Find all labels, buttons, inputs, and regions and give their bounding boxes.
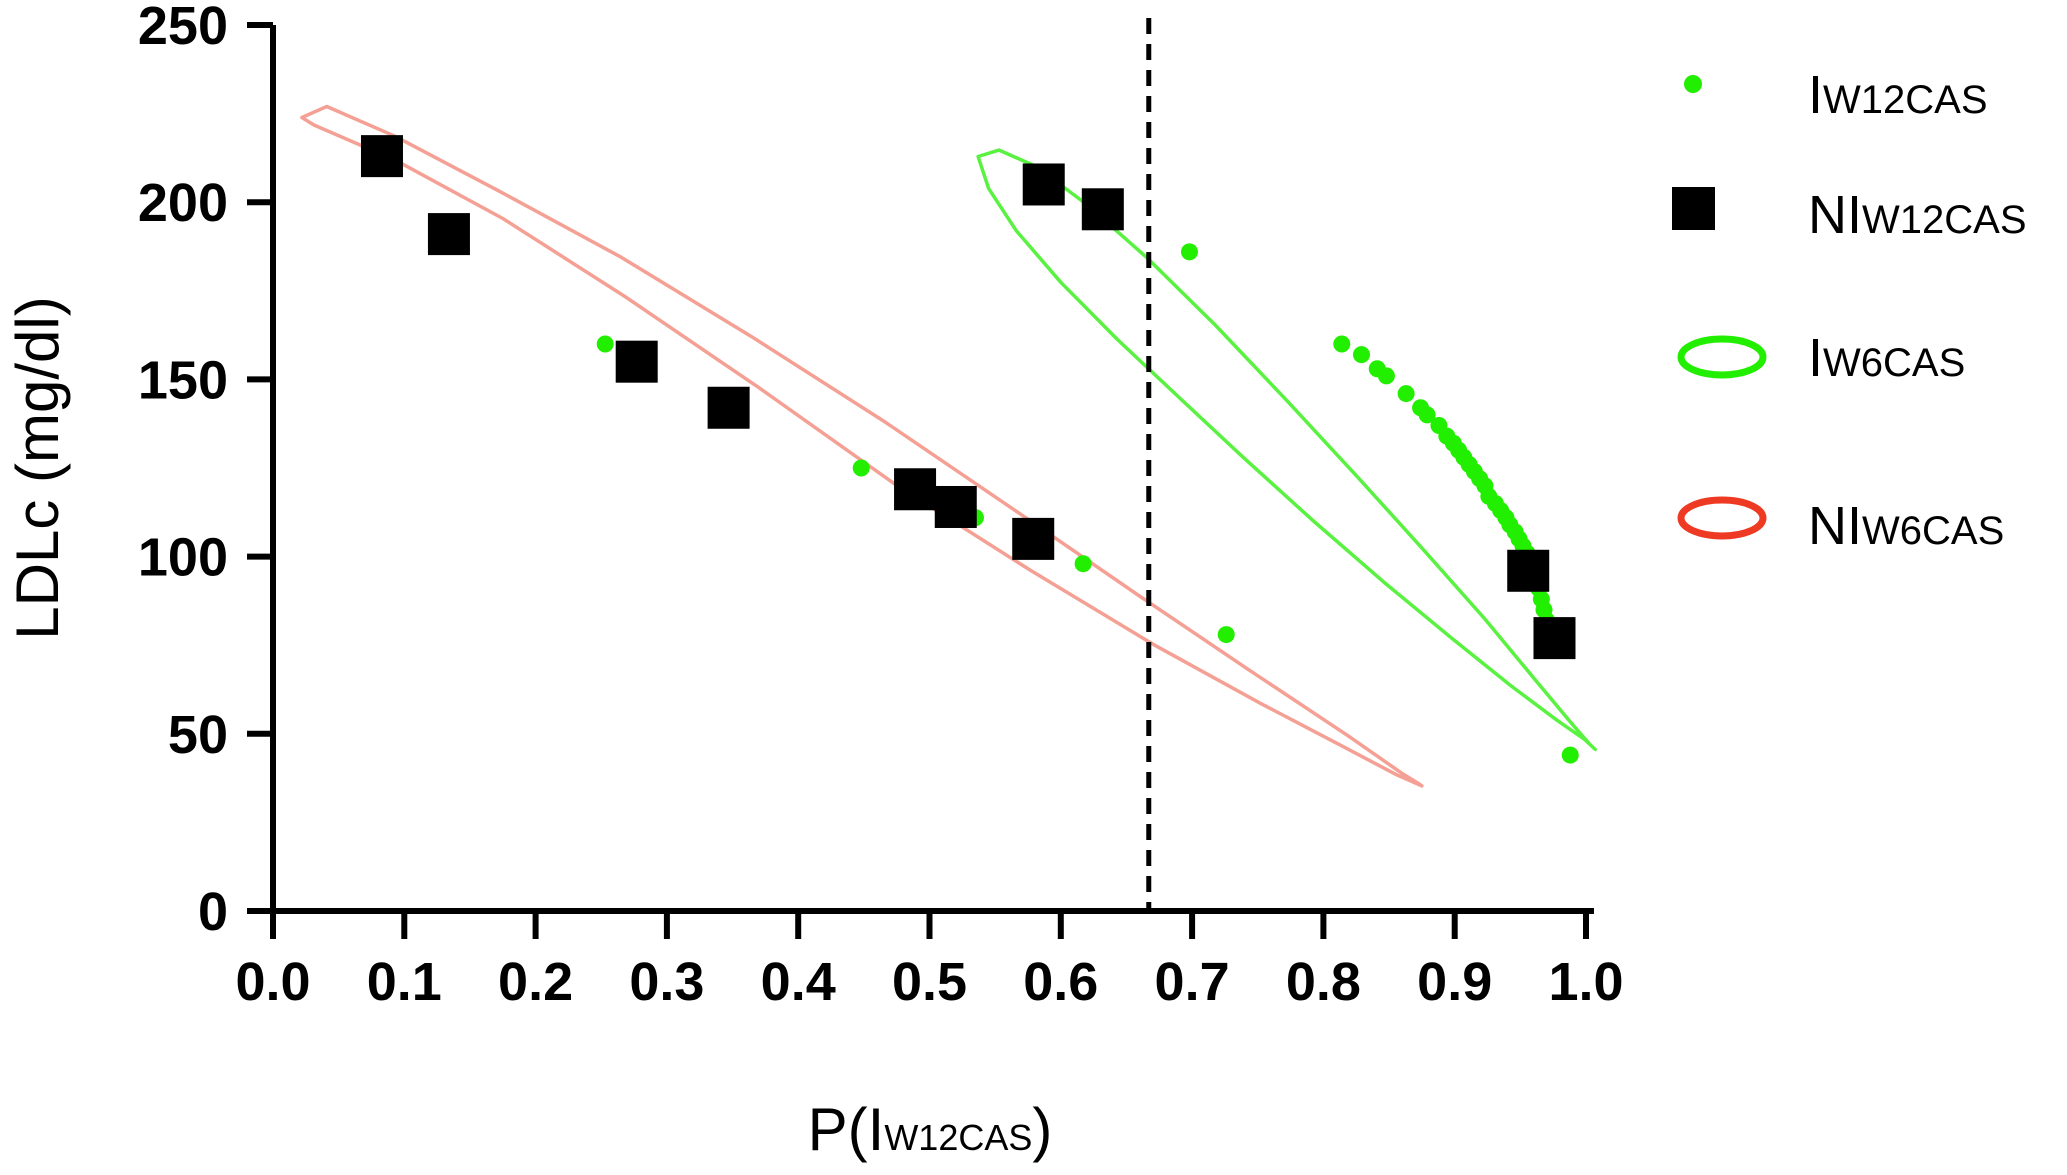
ellipse-i-w6cas [976, 148, 1597, 752]
point-i-w12cas [852, 459, 870, 477]
legend-label-i-w6cas: IW6CAS [1808, 328, 1965, 388]
y-tick-label: 250 [138, 0, 228, 56]
point-i-w12cas [1180, 243, 1198, 261]
x-tick-label: 1.0 [1548, 952, 1623, 1012]
point-i-w12cas [1418, 406, 1436, 424]
x-tick-label: 0.1 [367, 952, 442, 1012]
x-axis-title-sub: W12CAS [884, 1117, 1032, 1158]
point-i-w12cas [1377, 367, 1395, 385]
legend-label-ni-w6cas-sub: W6CAS [1862, 509, 2004, 553]
point-i-w12cas [1352, 346, 1370, 364]
x-tick-label: 0.4 [761, 952, 836, 1012]
x-tick-label: 0.8 [1286, 952, 1361, 1012]
data-points [360, 135, 1579, 764]
legend-label-ni-w6cas: NIW6CAS [1808, 496, 2004, 556]
point-ni-w12cas [427, 213, 470, 256]
x-axis-title-main: P(I [808, 1096, 885, 1163]
x-tick-label: 0.2 [498, 952, 573, 1012]
ellipse-ni-w6cas [300, 104, 1424, 788]
point-ni-w12cas [1081, 188, 1124, 231]
point-ni-w12cas [615, 340, 658, 383]
cluster-ellipses [300, 104, 1597, 788]
point-ni-w12cas [360, 135, 403, 178]
point-ni-w12cas [707, 386, 750, 429]
x-axis-title-close: ) [1032, 1096, 1052, 1163]
legend-marker-ni-w6cas [1677, 496, 1767, 540]
legend-marker-i-w6cas [1677, 335, 1767, 379]
legend-label-ni-w12cas: NIW12CAS [1808, 185, 2027, 245]
point-ni-w12cas [1533, 617, 1576, 660]
y-tick-label: 100 [138, 528, 228, 588]
y-axis-title: LDLc (mg/dl) [4, 296, 71, 639]
legend-label-ni-w12cas-main: NI [1808, 185, 1862, 245]
point-i-w12cas [596, 335, 614, 353]
legend-marker-i-w12cas [1684, 75, 1702, 93]
legend-label-i-w12cas-sub: W12CAS [1823, 78, 1988, 122]
point-i-w12cas [1217, 626, 1235, 644]
y-tick-label: 150 [138, 350, 228, 410]
legend-marker-ni-w12cas [1672, 187, 1715, 230]
legend-label-ni-w12cas-sub: W12CAS [1862, 198, 2027, 242]
point-ni-w12cas [1507, 549, 1550, 592]
point-i-w12cas [1333, 335, 1351, 353]
x-axis-title: P(IW12CAS) [808, 1096, 1053, 1163]
x-tick-label: 0.0 [235, 952, 310, 1012]
legend-label-i-w12cas: IW12CAS [1808, 65, 1988, 125]
point-i-w12cas [1074, 555, 1092, 573]
axis-ticks: 0.0 0.1 0.2 0.3 0.4 0.5 0.6 0.7 0.8 0.9 1.0 0 50 100 1… [138, 0, 1624, 1012]
legend: IW12CAS NIW12CAS IW6CAS NIW6CAS [1672, 65, 2027, 556]
x-tick-label: 0.6 [1023, 952, 1098, 1012]
x-tick-label: 0.7 [1155, 952, 1230, 1012]
y-tick-label: 200 [138, 173, 228, 233]
y-tick-label: 0 [198, 882, 228, 942]
x-tick-label: 0.9 [1417, 952, 1492, 1012]
point-ni-w12cas [1012, 517, 1055, 560]
point-i-w12cas [1397, 385, 1415, 403]
legend-label-ni-w6cas-main: NI [1808, 496, 1862, 556]
point-ni-w12cas [894, 468, 937, 511]
legend-label-i-w6cas-sub: W6CAS [1823, 341, 1965, 385]
x-tick-label: 0.5 [892, 952, 967, 1012]
legend-label-i-w6cas-main: I [1808, 328, 1823, 388]
legend-label-i-w12cas-main: I [1808, 65, 1823, 125]
x-tick-label: 0.3 [629, 952, 704, 1012]
point-ni-w12cas [1022, 163, 1065, 206]
point-ni-w12cas [934, 485, 977, 528]
y-tick-label: 50 [168, 705, 228, 765]
axes [266, 18, 1594, 914]
point-i-w12cas [1561, 746, 1579, 764]
